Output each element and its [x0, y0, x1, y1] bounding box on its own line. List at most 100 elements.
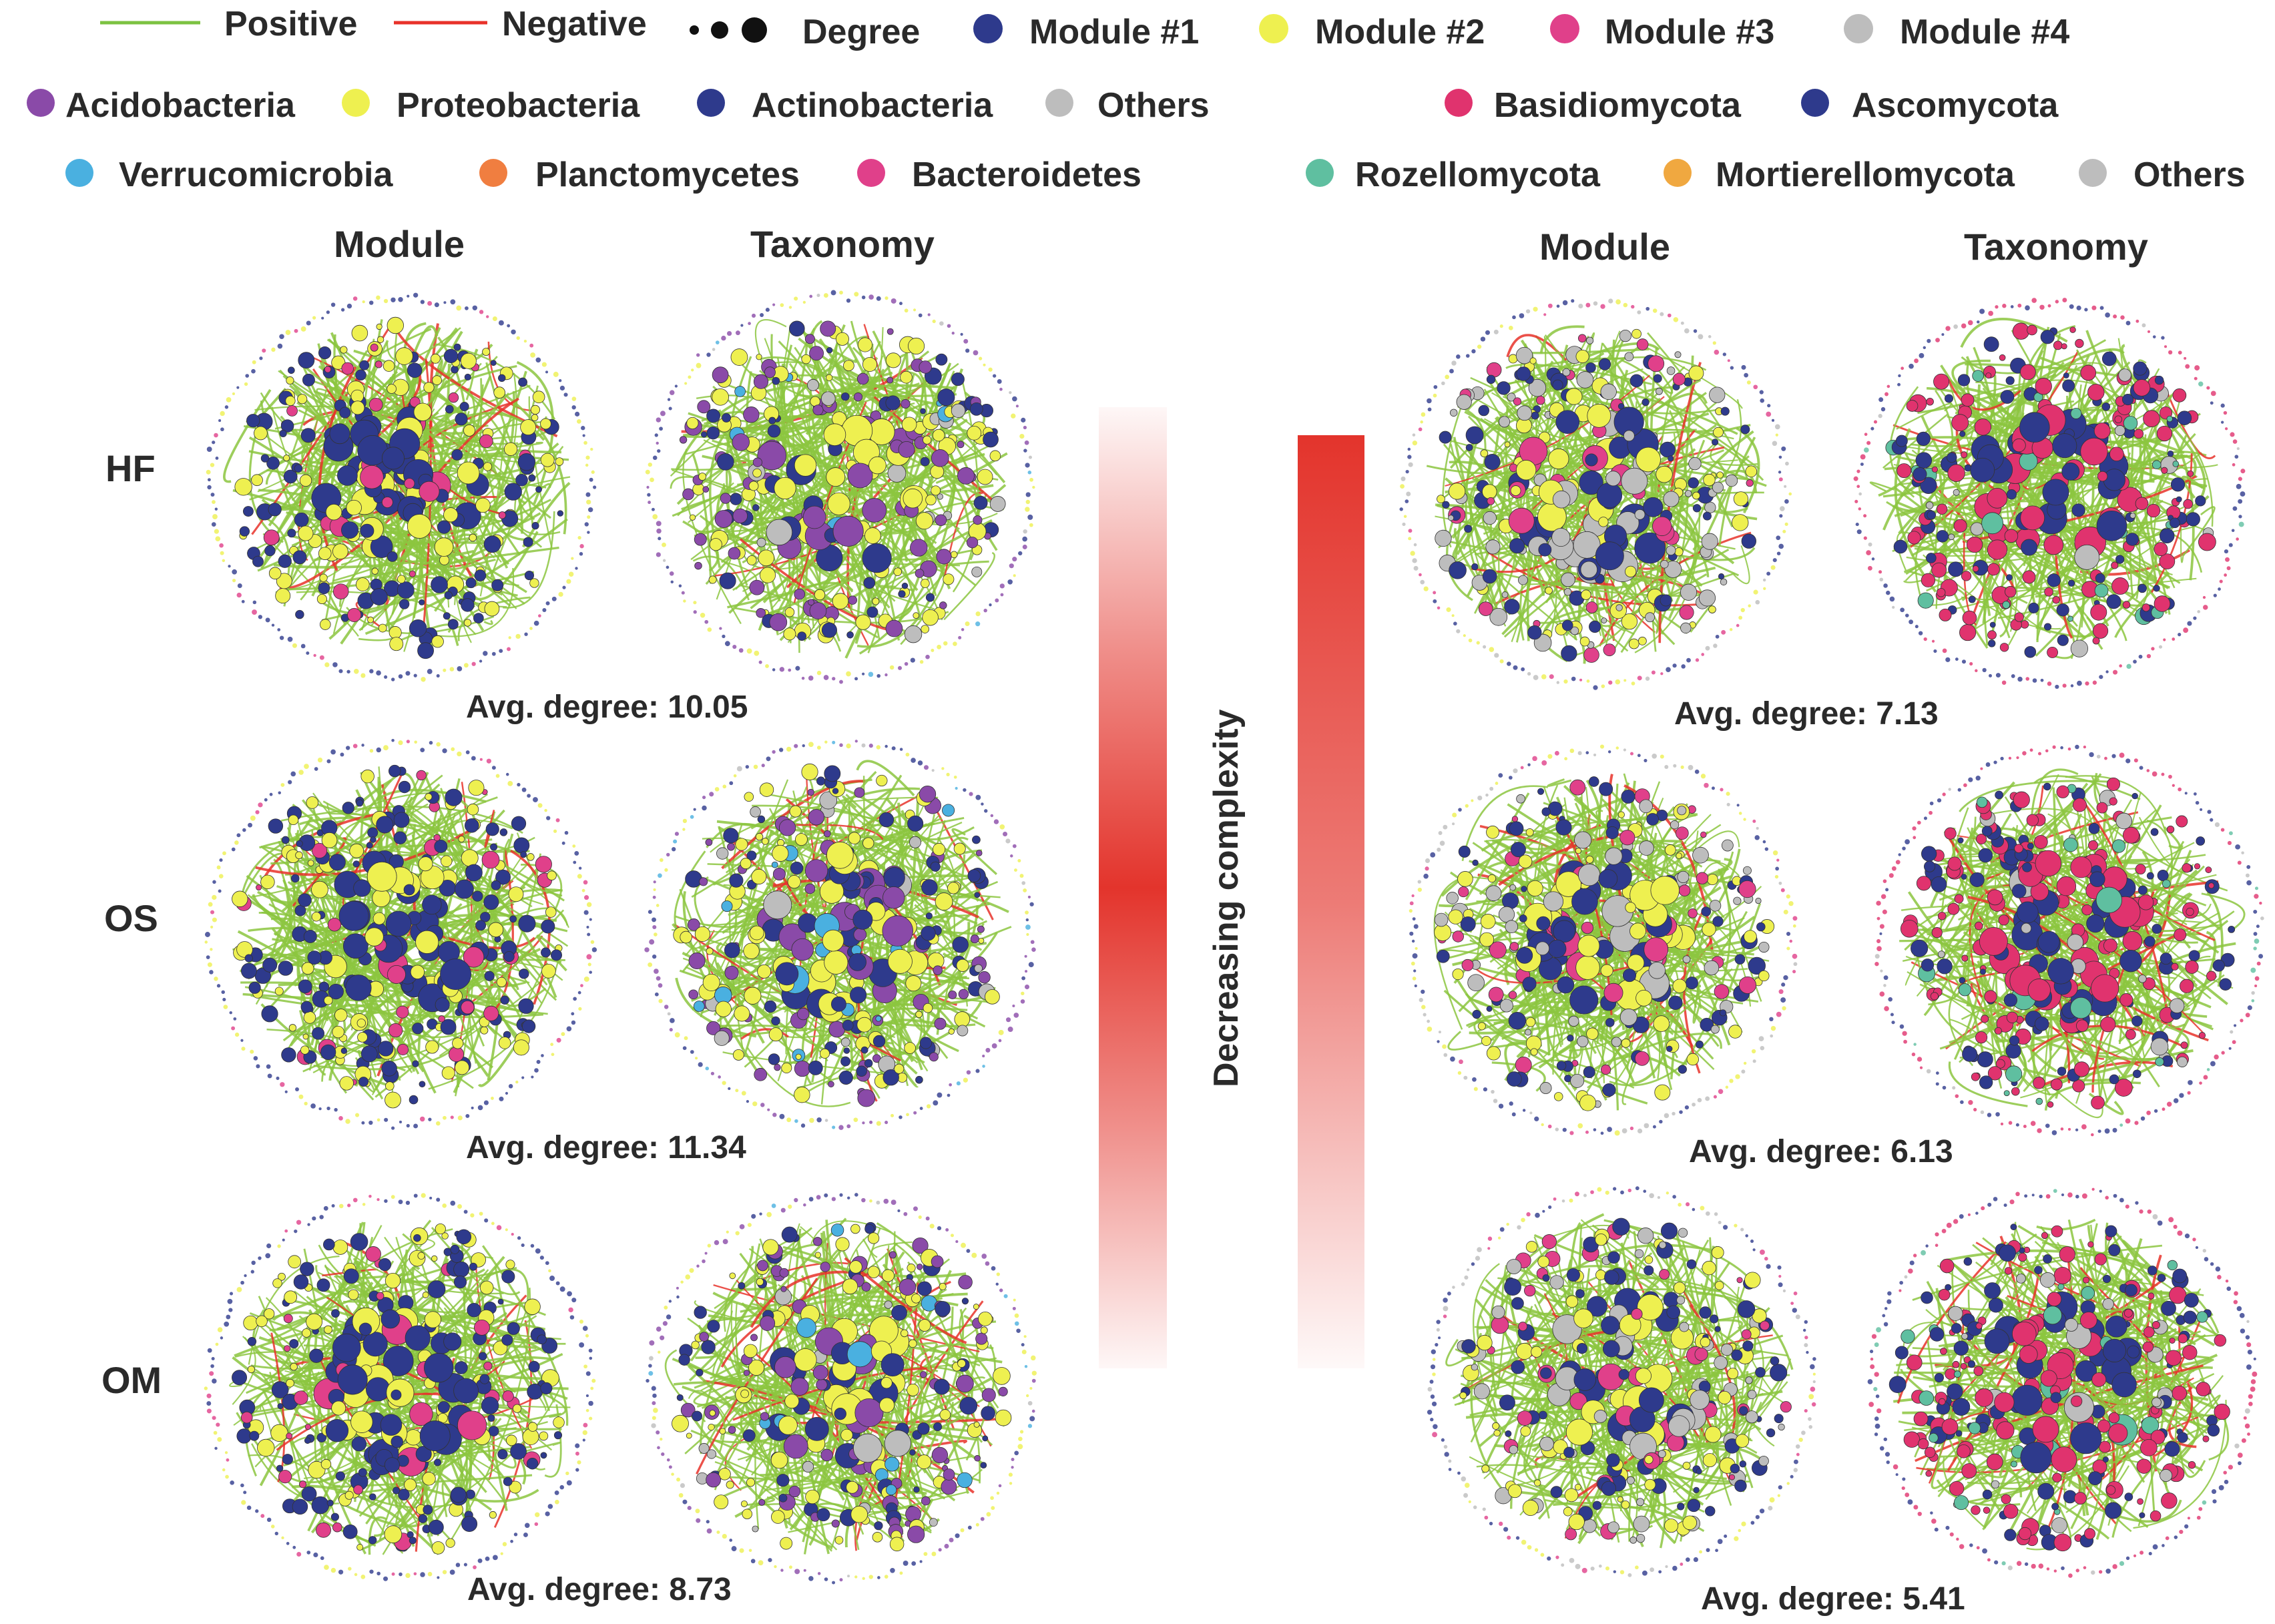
network-outer-node [292, 1545, 296, 1549]
network-node [917, 1422, 930, 1435]
network-outer-node [575, 1468, 579, 1472]
network-outer-node [1556, 681, 1560, 684]
network-outer-node [1024, 1365, 1028, 1368]
network-outer-node [1915, 625, 1919, 629]
network-os-bacteria-module [204, 738, 597, 1130]
network-node [931, 485, 941, 496]
network-node [405, 1429, 422, 1446]
network-node [698, 473, 707, 481]
network-node [1688, 457, 1702, 471]
network-hf-fungi-taxonomy [1853, 298, 2246, 690]
network-outer-node [391, 738, 395, 742]
network-node [350, 400, 365, 415]
network-outer-node [516, 336, 520, 340]
network-node [295, 851, 303, 860]
network-outer-node [904, 661, 909, 666]
network-node [431, 1255, 438, 1262]
network-outer-node [1433, 384, 1438, 389]
network-outer-node [1023, 529, 1027, 534]
network-outer-node [2047, 304, 2051, 308]
network-node [498, 1037, 511, 1049]
network-outer-node [1408, 462, 1413, 467]
network-outer-node [589, 971, 592, 974]
network-outer-node [716, 1531, 720, 1535]
network-node [1449, 561, 1467, 579]
network-node [780, 1286, 787, 1292]
network-node [350, 1233, 368, 1251]
network-node [875, 1015, 882, 1022]
network-node [435, 997, 450, 1013]
network-node [1551, 527, 1571, 547]
network-node [948, 1028, 955, 1035]
network-node [1517, 405, 1533, 421]
network-node [346, 499, 362, 516]
network-node [331, 355, 346, 370]
network-node [1746, 479, 1754, 487]
network-outer-node [457, 666, 463, 671]
network-node [1555, 410, 1580, 435]
network-node [846, 631, 854, 639]
network-node [901, 1329, 909, 1338]
network-outer-node [556, 1037, 561, 1043]
network-node [768, 1027, 783, 1042]
network-node [774, 477, 796, 500]
network-node [849, 1260, 862, 1274]
network-outer-node [664, 868, 668, 872]
network-node [365, 1246, 381, 1262]
network-node [283, 455, 290, 462]
network-outer-node [2017, 676, 2023, 682]
network-node [456, 1229, 472, 1245]
network-node [1595, 541, 1624, 571]
network-outer-node [578, 1007, 582, 1011]
network-outer-node [1007, 1027, 1013, 1033]
network-node [469, 533, 477, 542]
network-node [808, 599, 814, 606]
network-node [1545, 586, 1553, 595]
network-node [868, 456, 887, 475]
network-outer-node [1031, 1370, 1037, 1376]
network-node [981, 1388, 996, 1402]
network-outer-node [1681, 664, 1686, 669]
network-outer-node [587, 531, 590, 534]
network-outer-node [1778, 455, 1782, 459]
network-node [824, 830, 831, 838]
network-outer-node [217, 1327, 223, 1332]
network-outer-node [1776, 551, 1781, 555]
network-node [766, 519, 793, 546]
network-node [716, 453, 734, 471]
network-node [1668, 455, 1674, 462]
network-node [746, 850, 757, 861]
network-outer-node [284, 1090, 288, 1093]
network-outer-node [1740, 607, 1745, 613]
network-outer-node [754, 650, 760, 656]
network-outer-node [2055, 684, 2059, 690]
network-outer-node [1014, 1313, 1019, 1318]
network-outer-node [729, 1539, 733, 1542]
network-outer-node [306, 320, 311, 326]
network-outer-node [1686, 657, 1691, 663]
network-node [1684, 490, 1692, 497]
network-node [342, 933, 368, 959]
network-outer-node [277, 1244, 281, 1248]
network-outer-node [420, 1572, 425, 1577]
network-node [439, 555, 450, 565]
network-outer-node [537, 803, 543, 808]
network-outer-node [1014, 1450, 1019, 1456]
network-node [1656, 465, 1673, 483]
network-edge [712, 439, 937, 545]
network-outer-node [589, 1416, 593, 1420]
network-node [1623, 430, 1635, 442]
network-node [281, 836, 290, 844]
network-node [814, 589, 826, 601]
network-outer-node [1009, 390, 1012, 394]
network-node [1587, 403, 1611, 428]
network-outer-node [2221, 421, 2224, 424]
network-outer-node [722, 784, 727, 789]
network-node [714, 510, 733, 528]
network-outer-node [1471, 349, 1476, 354]
network-outer-node [2219, 579, 2223, 583]
network-outer-node [751, 1213, 756, 1219]
bacteroidetes-swatch [857, 159, 885, 187]
network-outer-node [731, 1546, 737, 1552]
network-outer-node [947, 1093, 951, 1097]
